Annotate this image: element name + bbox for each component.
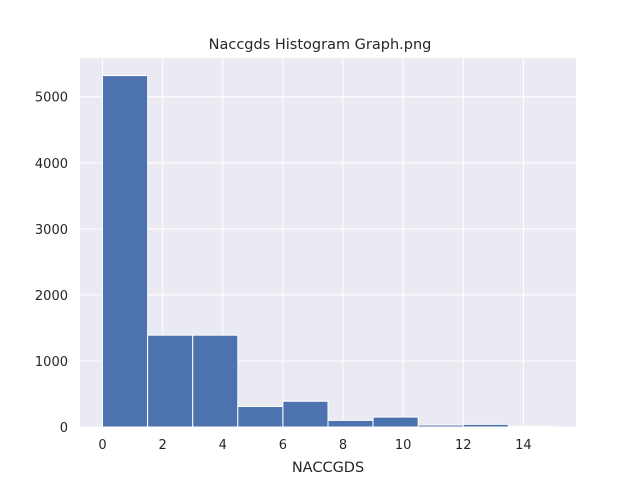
histogram-bar — [282, 400, 329, 428]
x-tick-label: 8 — [339, 438, 347, 453]
x-tick-label: 14 — [515, 438, 532, 453]
histogram-bar — [462, 423, 509, 428]
histogram-bar — [327, 419, 374, 428]
histogram-bar — [237, 406, 284, 428]
x-tick-label: 10 — [395, 438, 412, 453]
x-axis-label: NACCGDS — [292, 460, 364, 476]
chart-title: Naccgds Histogram Graph.png — [209, 37, 432, 53]
histogram-bar — [102, 75, 149, 428]
y-tick-label: 5000 — [35, 91, 68, 106]
y-tick-label: 3000 — [35, 223, 68, 238]
x-tick-labels: 0 2 4 6 8 10 12 14 — [98, 438, 531, 453]
histogram-bars — [102, 75, 554, 428]
x-tick-label: 4 — [219, 438, 227, 453]
histogram-bar — [372, 416, 419, 428]
y-tick-label: 4000 — [35, 157, 68, 172]
y-tick-label: 1000 — [35, 355, 68, 370]
y-tick-label: 0 — [60, 421, 68, 436]
histogram-bar — [417, 424, 464, 428]
x-tick-label: 6 — [279, 438, 287, 453]
histogram-bar — [192, 334, 239, 428]
y-tick-labels: 0 1000 2000 3000 4000 5000 — [35, 91, 68, 436]
y-tick-label: 2000 — [35, 289, 68, 304]
x-tick-label: 12 — [455, 438, 472, 453]
histogram-bar — [507, 425, 554, 428]
x-tick-label: 2 — [159, 438, 167, 453]
histogram-bar — [147, 334, 194, 428]
x-tick-label: 0 — [98, 438, 106, 453]
